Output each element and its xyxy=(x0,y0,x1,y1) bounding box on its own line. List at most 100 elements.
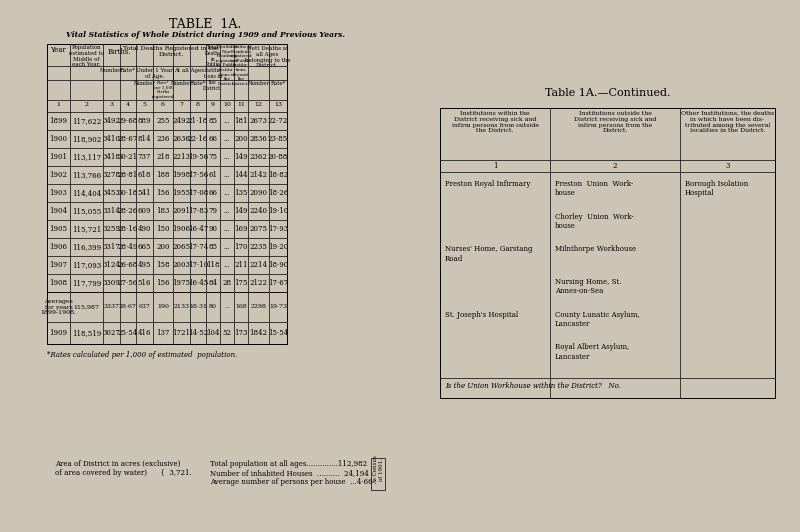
Text: 28·67: 28·67 xyxy=(118,135,138,143)
Text: 3453: 3453 xyxy=(102,189,120,197)
Text: 1909: 1909 xyxy=(50,329,67,337)
Text: Borough Isolation
Hospital: Borough Isolation Hospital xyxy=(685,180,748,197)
Text: 17·56: 17·56 xyxy=(188,171,208,179)
Text: Number: Number xyxy=(134,81,155,86)
Text: 19·56: 19·56 xyxy=(188,153,208,161)
Text: 158: 158 xyxy=(156,261,170,269)
Text: 21·18: 21·18 xyxy=(188,117,208,125)
Text: 4: 4 xyxy=(126,102,130,107)
Text: 115,721: 115,721 xyxy=(72,225,101,233)
Text: 3418: 3418 xyxy=(102,153,121,161)
Text: 149: 149 xyxy=(234,153,248,161)
Text: 117,622: 117,622 xyxy=(72,117,101,125)
Text: Total Deaths Registered in the
District.: Total Deaths Registered in the District. xyxy=(123,46,219,57)
Text: 113,766: 113,766 xyxy=(72,171,101,179)
Text: ...: ... xyxy=(224,261,230,269)
Text: 2065: 2065 xyxy=(173,243,190,251)
Text: 18·31: 18·31 xyxy=(189,304,207,310)
Text: 3309: 3309 xyxy=(102,279,120,287)
Text: 3027: 3027 xyxy=(102,329,121,337)
Text: 1901: 1901 xyxy=(50,153,67,161)
Text: 2003: 2003 xyxy=(173,261,190,269)
Text: As Census
of 1901.: As Census of 1901. xyxy=(373,455,384,484)
Text: Year: Year xyxy=(50,46,66,54)
Text: 28·16: 28·16 xyxy=(118,225,138,233)
Text: 1721: 1721 xyxy=(173,329,190,337)
Text: Number of inhabited Houses  ..........  24,194: Number of inhabited Houses .......... 24… xyxy=(210,469,369,477)
Text: 1975: 1975 xyxy=(173,279,190,287)
Text: 168: 168 xyxy=(235,304,247,310)
Text: Number: Number xyxy=(170,81,193,86)
Text: 169: 169 xyxy=(234,225,248,233)
Text: 11: 11 xyxy=(237,102,245,107)
Text: Under 1 Year
of Age.: Under 1 Year of Age. xyxy=(136,68,173,79)
Text: 2492: 2492 xyxy=(173,117,190,125)
Text: 5: 5 xyxy=(142,102,146,107)
Text: 2213: 2213 xyxy=(173,153,190,161)
Text: Number: Number xyxy=(247,81,270,86)
Text: 3: 3 xyxy=(110,102,114,107)
Text: Population
estimated to
Middle of
each Year.: Population estimated to Middle of each Y… xyxy=(69,45,104,68)
Text: 416: 416 xyxy=(138,329,151,337)
Text: 17·10: 17·10 xyxy=(188,261,208,269)
Text: 23·85: 23·85 xyxy=(268,135,288,143)
Text: 19·73: 19·73 xyxy=(269,304,287,310)
Text: Deaths of
Residents
registered
in Public
Institu-
tions
beyond
the
District.: Deaths of Residents registered in Public… xyxy=(230,45,252,86)
Text: 1903: 1903 xyxy=(50,189,67,197)
Text: 2235: 2235 xyxy=(250,243,267,251)
Text: 28·26: 28·26 xyxy=(118,207,138,215)
Text: 135: 135 xyxy=(234,189,248,197)
Bar xyxy=(371,458,385,490)
Text: 10: 10 xyxy=(223,102,231,107)
Text: 2298: 2298 xyxy=(250,304,266,310)
Text: 30·21: 30·21 xyxy=(118,153,138,161)
Text: TABLE  1A.: TABLE 1A. xyxy=(169,18,241,31)
Text: 3: 3 xyxy=(726,162,730,170)
Text: 175: 175 xyxy=(234,279,248,287)
Text: of area covered by water)      {  3,721.: of area covered by water) { 3,721. xyxy=(55,469,192,477)
Text: 117,093: 117,093 xyxy=(72,261,101,269)
Text: Rate*
per 1,000
Births
registered: Rate* per 1,000 Births registered xyxy=(152,81,174,99)
Text: 17·74: 17·74 xyxy=(188,243,208,251)
Text: 1904: 1904 xyxy=(50,207,67,215)
Text: 2142: 2142 xyxy=(250,171,267,179)
Text: 1906: 1906 xyxy=(50,243,67,251)
Text: ...: ... xyxy=(224,135,230,143)
Text: 90: 90 xyxy=(209,225,218,233)
Bar xyxy=(47,44,287,344)
Text: 1842: 1842 xyxy=(250,329,267,337)
Text: 156: 156 xyxy=(156,279,170,287)
Text: 18·26: 18·26 xyxy=(268,189,288,197)
Text: Nurses' Home, Garstang
Road: Nurses' Home, Garstang Road xyxy=(445,245,533,262)
Text: Average number of persons per house  ...4·66: Average number of persons per house ...4… xyxy=(210,478,373,486)
Text: 29·68: 29·68 xyxy=(118,117,138,125)
Text: 218: 218 xyxy=(156,153,170,161)
Text: 8: 8 xyxy=(196,102,200,107)
Text: 2122: 2122 xyxy=(250,279,267,287)
Text: 1908: 1908 xyxy=(50,279,67,287)
Text: 2: 2 xyxy=(85,102,89,107)
Text: 3337: 3337 xyxy=(103,304,119,310)
Text: 144: 144 xyxy=(234,171,248,179)
Text: 183: 183 xyxy=(156,207,170,215)
Text: 117,799: 117,799 xyxy=(72,279,101,287)
Text: 2636: 2636 xyxy=(173,135,190,143)
Text: 18·90: 18·90 xyxy=(268,261,288,269)
Text: 1905: 1905 xyxy=(50,225,67,233)
Text: 2240: 2240 xyxy=(250,207,267,215)
Text: Is the Union Workhouse within the District?   No.: Is the Union Workhouse within the Distri… xyxy=(445,382,621,390)
Text: 211: 211 xyxy=(234,261,248,269)
Text: 25·54: 25·54 xyxy=(118,329,138,337)
Text: 28·67: 28·67 xyxy=(119,304,137,310)
Text: 236: 236 xyxy=(156,135,170,143)
Text: 28·81: 28·81 xyxy=(118,171,138,179)
Text: 1906: 1906 xyxy=(173,225,190,233)
Text: 17·83: 17·83 xyxy=(188,207,208,215)
Text: 115,987: 115,987 xyxy=(74,304,99,310)
Text: Other Institutions, the deaths
in which have been dis-
tributed among the severa: Other Institutions, the deaths in which … xyxy=(681,111,774,134)
Text: 156: 156 xyxy=(156,189,170,197)
Text: Institutions outside the
District receiving sick and
infirm persons from the
Dis: Institutions outside the District receiv… xyxy=(574,111,656,134)
Text: 2: 2 xyxy=(613,162,618,170)
Text: 17·93: 17·93 xyxy=(268,225,288,233)
Text: 2075: 2075 xyxy=(250,225,267,233)
